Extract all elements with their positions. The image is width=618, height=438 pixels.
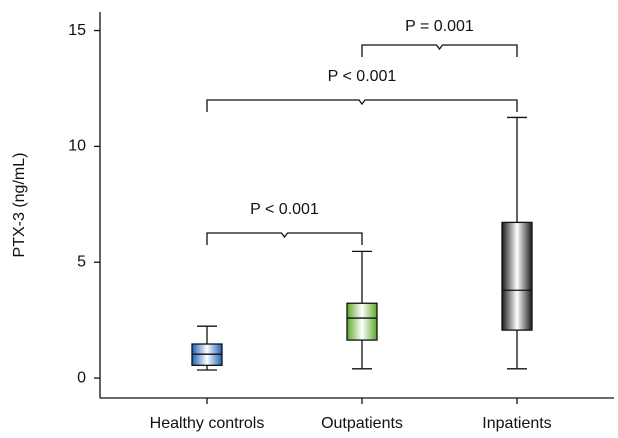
y-tick-label: 5 — [77, 253, 86, 270]
annotation: P = 0.001 — [405, 18, 474, 35]
bracket — [361, 44, 518, 57]
annotation: P < 0.001 — [328, 68, 397, 85]
y-tick-label: 0 — [77, 369, 86, 386]
bracket — [206, 232, 363, 245]
x-tick-label: Inpatients — [482, 415, 551, 432]
annotation: P < 0.001 — [250, 201, 319, 218]
y-axis-label: PTX-3 (ng/mL) — [11, 153, 28, 258]
bracket — [206, 99, 518, 112]
x-tick-label: Outpatients — [321, 415, 403, 432]
y-tick-label: 10 — [68, 138, 86, 155]
box — [346, 302, 378, 341]
y-tick-label: 15 — [68, 22, 86, 39]
x-tick-label: Healthy controls — [150, 415, 265, 432]
box — [501, 221, 533, 331]
